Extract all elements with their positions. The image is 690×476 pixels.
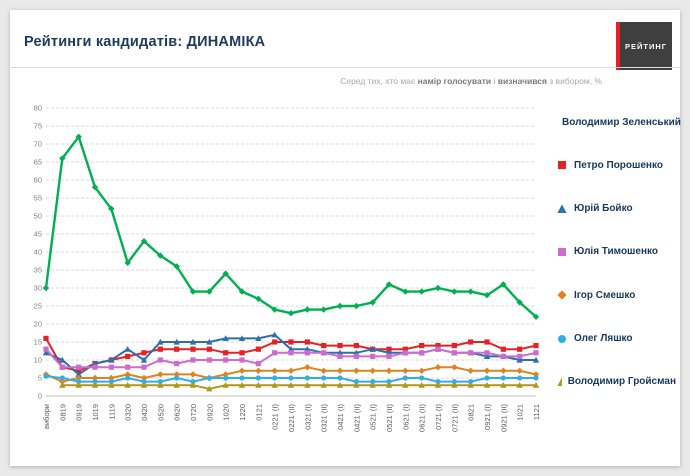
logo-text: РЕЙТИНГ xyxy=(624,41,668,51)
legend-label: Юлія Тимошенко xyxy=(574,246,658,258)
svg-text:0621 (II): 0621 (II) xyxy=(418,404,427,432)
svg-text:0621 (I): 0621 (I) xyxy=(401,404,410,430)
legend-label: Олег Ляшко xyxy=(574,333,633,345)
legend-item-4: Ігор Смешко xyxy=(556,289,676,301)
svg-text:1119: 1119 xyxy=(107,404,116,420)
svg-text:20: 20 xyxy=(34,320,42,329)
svg-text:35: 35 xyxy=(34,266,42,275)
legend-label: Юрій Бойко xyxy=(574,203,633,215)
legend-item-2: Юрій Бойко xyxy=(556,203,676,215)
legend-marker-icon xyxy=(558,161,566,170)
svg-text:0919: 0919 xyxy=(75,404,84,421)
legend-label: Володимир Гройсман xyxy=(567,376,676,388)
legend-marker-icon xyxy=(557,377,562,386)
series-1 xyxy=(43,335,539,374)
svg-text:0819: 0819 xyxy=(58,404,67,421)
chart-subtitle: Серед тих, хто має намір голосувати і ви… xyxy=(340,76,602,86)
svg-text:0521 (I): 0521 (I) xyxy=(369,404,378,430)
svg-text:0: 0 xyxy=(38,392,42,401)
svg-text:1220: 1220 xyxy=(238,404,247,421)
svg-text:15: 15 xyxy=(34,338,42,347)
svg-text:0221 (I): 0221 (I) xyxy=(271,404,280,430)
svg-text:0320: 0320 xyxy=(124,404,133,421)
legend-item-1: Петро Порошенко xyxy=(556,159,676,171)
svg-text:0520: 0520 xyxy=(156,404,165,421)
legend-item-6: Володимир Гройсман xyxy=(556,376,676,388)
legend-marker-icon xyxy=(557,290,567,300)
svg-text:0321 (II): 0321 (II) xyxy=(320,404,329,432)
report-card: Рейтинги кандидатів: ДИНАМІКА РЕЙТИНГ Се… xyxy=(10,10,681,466)
subtitle-segment: з вибором, % xyxy=(546,76,602,86)
svg-text:0421 (II): 0421 (II) xyxy=(352,404,361,432)
svg-text:5: 5 xyxy=(38,374,42,383)
x-axis-labels: вибори 0819 0919 1019 1119 0320 0420 0520 0620 07… xyxy=(42,404,541,432)
legend-item-5: Олег Ляшко xyxy=(556,333,676,345)
svg-text:70: 70 xyxy=(34,140,42,149)
legend-item-3: Юлія Тимошенко xyxy=(556,246,676,258)
svg-text:0921 (I): 0921 (I) xyxy=(483,404,492,430)
subtitle-segment: і xyxy=(491,76,498,86)
page-title: Рейтинги кандидатів: ДИНАМІКА xyxy=(24,34,266,50)
svg-text:50: 50 xyxy=(34,212,42,221)
series-6 xyxy=(59,382,540,392)
svg-text:1021: 1021 xyxy=(516,404,525,421)
svg-text:1121: 1121 xyxy=(532,404,541,420)
svg-text:75: 75 xyxy=(34,122,42,131)
series-0 xyxy=(42,133,540,320)
series-5 xyxy=(43,373,539,385)
rating-group-logo: РЕЙТИНГ xyxy=(616,22,672,70)
svg-text:0121: 0121 xyxy=(254,404,263,421)
series-3 xyxy=(43,346,539,370)
svg-text:25: 25 xyxy=(34,302,42,311)
svg-text:0720: 0720 xyxy=(189,404,198,421)
svg-text:0620: 0620 xyxy=(173,404,182,421)
svg-text:60: 60 xyxy=(34,176,42,185)
svg-text:вибори: вибори xyxy=(42,404,51,429)
svg-text:0421 (I): 0421 (I) xyxy=(336,404,345,430)
legend-item-0: Володимир Зеленський xyxy=(556,116,681,128)
svg-text:0921 (II): 0921 (II) xyxy=(499,404,508,432)
svg-text:45: 45 xyxy=(34,230,42,239)
svg-text:0221 (II): 0221 (II) xyxy=(287,404,296,432)
legend-marker-icon xyxy=(557,204,567,213)
legend-label: Володимир Зеленський xyxy=(562,116,681,128)
subtitle-segment: намір голосувати xyxy=(417,76,492,86)
svg-text:10: 10 xyxy=(34,356,42,365)
subtitle-segment: визначився xyxy=(497,76,547,86)
svg-text:0521 (II): 0521 (II) xyxy=(385,404,394,432)
legend-marker-icon xyxy=(558,334,566,343)
svg-text:40: 40 xyxy=(34,248,42,257)
svg-text:80: 80 xyxy=(34,104,42,113)
gridlines: 0 5 10 15 20 25 30 35 40 45 50 55 60 65 70 75 80 xyxy=(34,104,536,401)
subtitle-segment: Серед тих, хто має xyxy=(340,76,418,86)
svg-text:0920: 0920 xyxy=(205,404,214,421)
svg-text:65: 65 xyxy=(34,158,42,167)
svg-text:0721 (I): 0721 (I) xyxy=(434,404,443,430)
ratings-line-chart: 0 5 10 15 20 25 30 35 40 45 50 55 60 65 70 75 80 вибори 08… xyxy=(34,104,541,432)
legend-label: Петро Порошенко xyxy=(574,159,663,171)
svg-text:0420: 0420 xyxy=(140,404,149,421)
chart-legend: Володимир Зеленський Петро Порошенко Юрій … xyxy=(556,116,681,388)
legend-marker-icon xyxy=(558,247,566,256)
header-divider xyxy=(10,67,680,68)
svg-text:1020: 1020 xyxy=(222,404,231,421)
svg-text:55: 55 xyxy=(34,194,42,203)
svg-text:1019: 1019 xyxy=(91,404,100,421)
svg-text:0721 (II): 0721 (II) xyxy=(450,404,459,432)
legend-label: Ігор Смешко xyxy=(574,289,636,301)
svg-text:30: 30 xyxy=(34,284,42,293)
svg-text:0321 (I): 0321 (I) xyxy=(303,404,312,430)
chart-area: 0 5 10 15 20 25 30 35 40 45 50 55 60 65 70 75 80 вибори 08… xyxy=(16,98,546,475)
svg-text:0821: 0821 xyxy=(467,404,476,421)
